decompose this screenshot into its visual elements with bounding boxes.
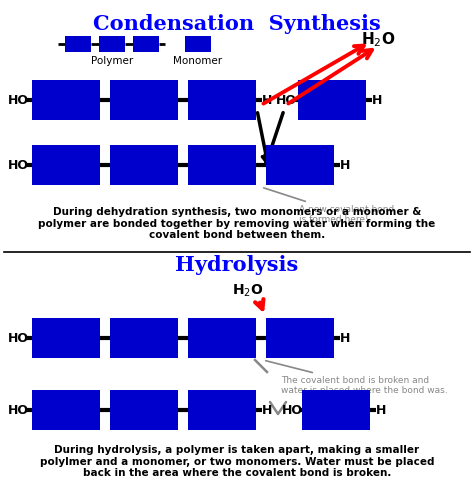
- Text: Condensation  Synthesis: Condensation Synthesis: [93, 14, 381, 34]
- Text: H: H: [262, 94, 273, 107]
- Bar: [32, 318, 100, 358]
- Bar: [110, 318, 178, 358]
- Bar: [298, 80, 366, 120]
- Bar: [188, 145, 256, 185]
- Text: H: H: [340, 158, 350, 171]
- Bar: [65, 36, 91, 52]
- Bar: [185, 36, 211, 52]
- Bar: [188, 318, 256, 358]
- Bar: [302, 390, 370, 430]
- Bar: [133, 36, 159, 52]
- Text: H: H: [376, 403, 386, 416]
- Bar: [188, 390, 256, 430]
- Bar: [99, 36, 125, 52]
- Bar: [110, 145, 178, 185]
- Bar: [266, 145, 334, 185]
- Text: HO: HO: [8, 158, 29, 171]
- Bar: [110, 80, 178, 120]
- Text: HO: HO: [276, 94, 297, 107]
- Text: Monomer: Monomer: [173, 56, 223, 66]
- Text: A new covalent bond
is formed here!: A new covalent bond is formed here!: [264, 188, 394, 225]
- Text: H: H: [372, 94, 383, 107]
- Text: H: H: [340, 332, 350, 345]
- Bar: [110, 390, 178, 430]
- Text: HO: HO: [8, 332, 29, 345]
- Text: HO: HO: [8, 94, 29, 107]
- Bar: [266, 318, 334, 358]
- Text: Hydrolysis: Hydrolysis: [175, 255, 299, 275]
- Bar: [32, 145, 100, 185]
- Text: H$_2$O: H$_2$O: [361, 30, 395, 49]
- Text: The covalent bond is broken and
water is placed where the bond was.: The covalent bond is broken and water is…: [266, 361, 447, 395]
- Text: During dehydration synthesis, two monomers or a monomer &
polymer are bonded tog: During dehydration synthesis, two monome…: [38, 207, 436, 240]
- Text: During hydrolysis, a polymer is taken apart, making a smaller
polylmer and a mon: During hydrolysis, a polymer is taken ap…: [40, 445, 434, 478]
- Text: HO: HO: [8, 403, 29, 416]
- Bar: [32, 390, 100, 430]
- Text: H$_2$O: H$_2$O: [232, 283, 264, 299]
- Bar: [188, 80, 256, 120]
- Text: Polymer: Polymer: [91, 56, 133, 66]
- Bar: [32, 80, 100, 120]
- Text: HO: HO: [282, 403, 303, 416]
- Text: H: H: [262, 403, 273, 416]
